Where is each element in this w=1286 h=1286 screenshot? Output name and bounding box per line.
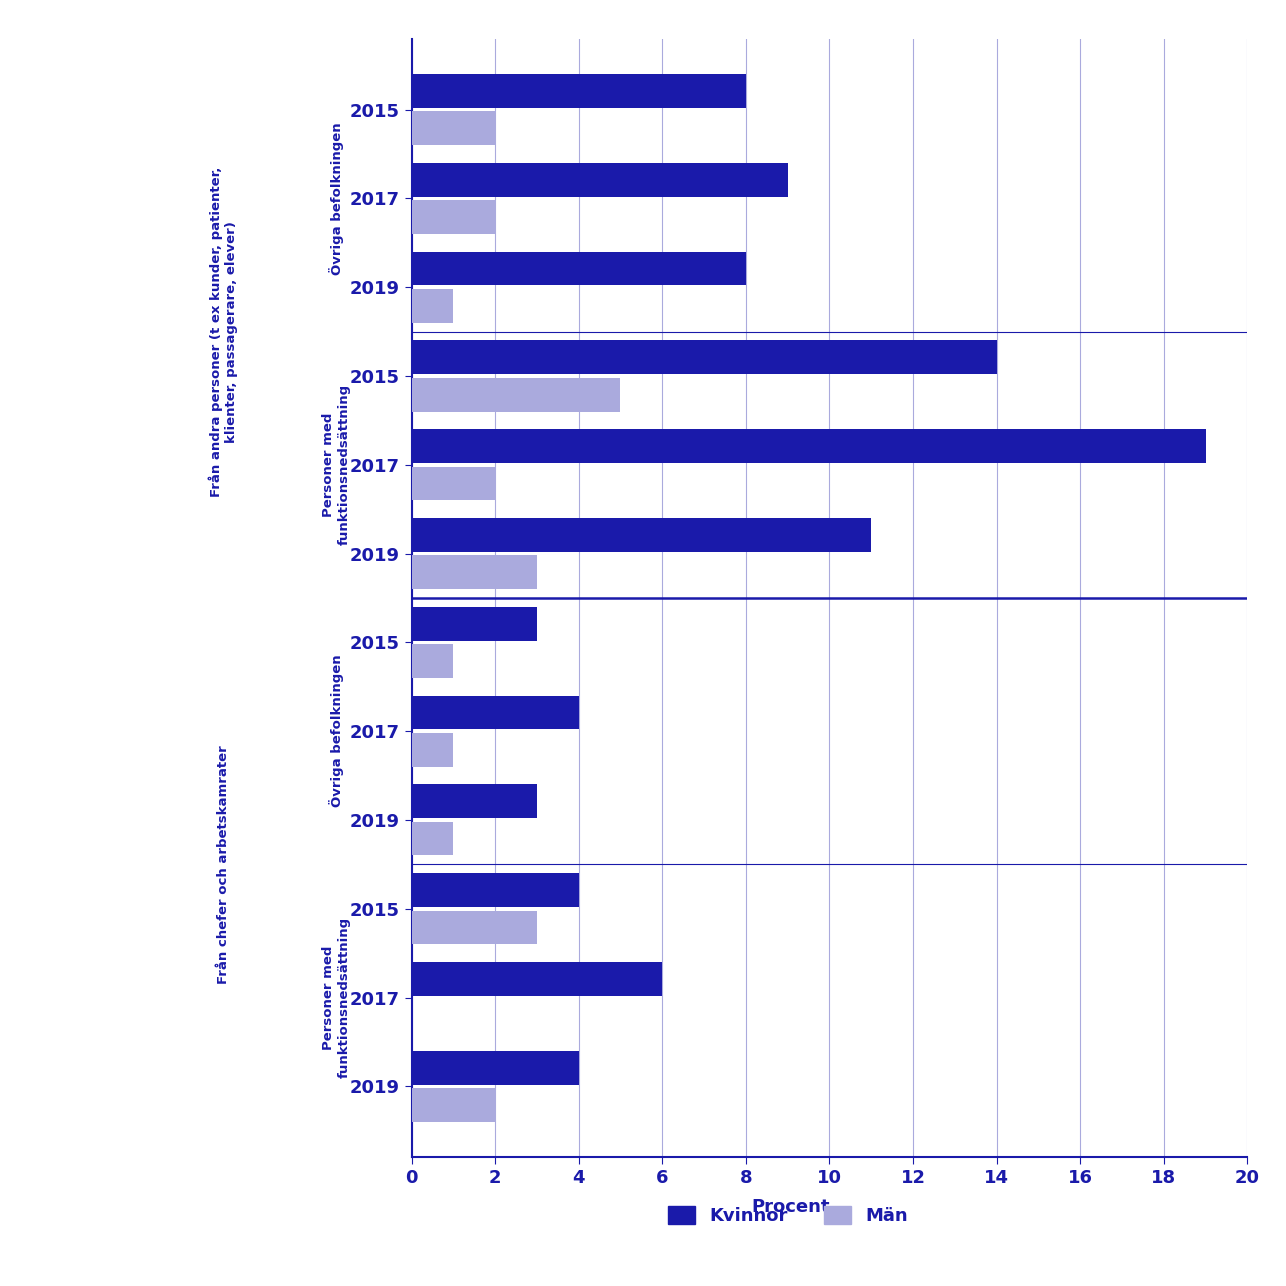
Bar — [412, 822, 453, 855]
Bar — [412, 644, 453, 678]
Text: Personer med
funktionsnedsättning: Personer med funktionsnedsättning — [323, 385, 350, 545]
Bar — [412, 910, 538, 944]
Bar — [412, 556, 538, 589]
Bar — [412, 430, 1206, 463]
Bar — [412, 733, 453, 766]
Bar — [412, 1088, 495, 1121]
Bar — [412, 1051, 579, 1084]
Text: Övriga befolkningen: Övriga befolkningen — [329, 122, 343, 275]
Text: Personer med
funktionsnedsättning: Personer med funktionsnedsättning — [323, 917, 350, 1078]
Text: Övriga befolkningen: Övriga befolkningen — [329, 655, 343, 808]
Bar — [412, 201, 495, 234]
Text: Från chefer och arbetskamrater: Från chefer och arbetskamrater — [217, 745, 230, 984]
Bar — [412, 378, 620, 412]
Bar — [412, 696, 579, 729]
Bar — [412, 252, 746, 285]
Bar — [412, 341, 997, 374]
Bar — [412, 962, 662, 995]
Text: Från andra personer (t ex kunder, patienter,
klienter, passagerare, elever): Från andra personer (t ex kunder, patien… — [208, 166, 238, 496]
Bar — [412, 784, 538, 818]
X-axis label: Procent: Procent — [751, 1199, 829, 1217]
Bar — [412, 112, 495, 145]
Bar — [412, 75, 746, 108]
Bar — [412, 163, 787, 197]
Bar — [412, 873, 579, 907]
Bar — [412, 518, 872, 552]
Bar — [412, 467, 495, 500]
Bar — [412, 607, 538, 640]
Legend: Kvinnor, Män: Kvinnor, Män — [661, 1199, 914, 1232]
Bar — [412, 289, 453, 323]
